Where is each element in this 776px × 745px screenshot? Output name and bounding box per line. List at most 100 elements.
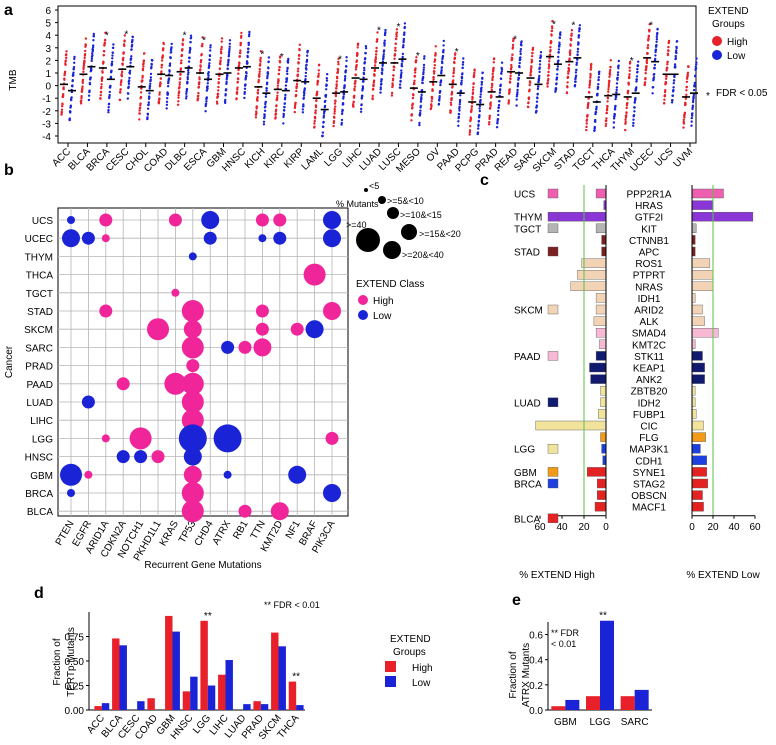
panel-a-point bbox=[529, 74, 532, 77]
panel-a-point bbox=[199, 65, 202, 68]
panel-a-point bbox=[314, 105, 318, 109]
panel-a-point bbox=[608, 70, 612, 74]
panel-a-point bbox=[245, 75, 248, 78]
panel-a-point bbox=[585, 122, 588, 125]
panel-a-point bbox=[364, 57, 367, 60]
panel-e-x-labels: GBM LGG SARC bbox=[554, 717, 649, 728]
panel-c-left-tick-label: 20 bbox=[578, 522, 590, 533]
panel-b-bubble-stad-tp53 bbox=[181, 300, 204, 322]
panel-a-point bbox=[685, 85, 688, 89]
panel-b-bubble-ucec-egfr bbox=[81, 231, 95, 245]
panel-d-legend-low-swatch bbox=[385, 676, 396, 687]
panel-a-point bbox=[360, 107, 363, 111]
panel-a-point bbox=[304, 71, 308, 75]
panel-a-point bbox=[395, 34, 398, 38]
panel-a-point bbox=[63, 70, 67, 74]
panel-a-point bbox=[665, 69, 668, 72]
panel-a-point bbox=[628, 69, 631, 72]
panel-c-left-bar-keap1 bbox=[589, 362, 607, 373]
panel-a-ytick-label: 5 bbox=[45, 19, 51, 30]
panel-a-point bbox=[672, 86, 675, 89]
panel-a-point bbox=[442, 51, 445, 54]
panel-a-point bbox=[179, 77, 182, 80]
panel-a-ytick-label: -4 bbox=[42, 132, 51, 143]
panel-a-point bbox=[487, 123, 491, 126]
panel-a-point bbox=[158, 91, 161, 94]
panel-a-point bbox=[529, 70, 533, 73]
panel-a-point bbox=[390, 91, 394, 95]
panel-a-point bbox=[147, 103, 150, 106]
panel-a-point bbox=[645, 61, 649, 65]
panel-b-bubble-lgg-atrx bbox=[213, 424, 242, 453]
panel-a-point bbox=[647, 37, 650, 40]
panel-b-bubble-hnsc-pkhd1l1 bbox=[151, 450, 165, 464]
panel-a-point bbox=[695, 63, 698, 66]
panel-c-right-tick-label: 40 bbox=[728, 522, 740, 533]
panel-a-point bbox=[100, 79, 104, 83]
panel-a-point bbox=[217, 85, 220, 89]
panel-a-point bbox=[237, 77, 240, 81]
panel-a-point bbox=[449, 103, 453, 107]
panel-a-point bbox=[353, 85, 357, 88]
panel-a-point bbox=[196, 97, 200, 100]
panel-a-point bbox=[588, 91, 591, 94]
panel-b-cancer-label: BLCA bbox=[27, 507, 53, 518]
panel-a-point bbox=[235, 91, 239, 94]
panel-a-point bbox=[301, 108, 304, 111]
panel-a-point bbox=[607, 90, 610, 93]
panel-a-point bbox=[682, 118, 685, 122]
panel-a-point bbox=[609, 59, 612, 62]
panel-a-point bbox=[235, 97, 238, 100]
panel-a-point bbox=[509, 74, 512, 78]
panel-c-cancer-label: STAD bbox=[514, 248, 540, 259]
panel-a-point bbox=[460, 77, 464, 80]
panel-a-point bbox=[643, 81, 647, 84]
panel-a-point bbox=[146, 116, 149, 120]
panel-a-point bbox=[293, 110, 296, 114]
panel-d-legend-title-1: EXTEND bbox=[390, 634, 431, 645]
panel-b-bubble-brca-pik3ca bbox=[323, 484, 341, 502]
panel-a-point bbox=[624, 116, 628, 119]
panel-a-point bbox=[546, 79, 550, 83]
panel-c-gene-label: KMT2C bbox=[632, 340, 666, 351]
panel-b-bubble-lgg-pik3ca bbox=[325, 431, 339, 445]
panel-a-point bbox=[295, 83, 299, 86]
panel-c-axes: 60 40 20 0 0 20 40 60 bbox=[534, 185, 761, 533]
panel-e-bar-sarc-low bbox=[634, 689, 649, 710]
panel-c-gene-label: ROS1 bbox=[635, 259, 663, 270]
panel-a-point bbox=[166, 97, 169, 100]
panel-c-xlabel-left: % EXTEND High bbox=[519, 570, 595, 581]
panel-a-point bbox=[655, 43, 658, 47]
panel-a-point bbox=[83, 53, 87, 56]
panel-a-point bbox=[606, 100, 609, 103]
panel-a-point bbox=[633, 101, 637, 104]
panel-a-point bbox=[608, 80, 611, 83]
panel-b-bubble-gbm-egfr bbox=[84, 470, 93, 479]
panel-d-legend: EXTEND Groups High Low bbox=[385, 634, 433, 689]
panel-a-point bbox=[60, 113, 63, 116]
panel-a-point bbox=[177, 100, 180, 103]
panel-a-point bbox=[382, 53, 385, 56]
panel-a-point bbox=[264, 102, 267, 106]
panel-a-point bbox=[109, 75, 113, 79]
panel-a-point bbox=[527, 96, 531, 99]
panel-a-point bbox=[457, 113, 461, 116]
panel-a-point bbox=[667, 49, 670, 53]
panel-a-point bbox=[614, 104, 617, 108]
panel-a-point bbox=[683, 111, 687, 115]
panel-a-point bbox=[256, 99, 259, 102]
panel-a-point bbox=[497, 106, 500, 109]
panel-a-point bbox=[608, 75, 611, 79]
panel-a-point bbox=[675, 46, 678, 50]
panel-a-point bbox=[99, 97, 102, 101]
panel-a-point bbox=[274, 112, 278, 116]
panel-a-point bbox=[306, 49, 309, 53]
panel-a-point bbox=[520, 40, 523, 43]
panel-a-point bbox=[393, 57, 396, 60]
panel-a-point bbox=[471, 96, 474, 99]
panel-a-point bbox=[162, 47, 165, 51]
panel-b-bubble-skcm-braf bbox=[305, 320, 324, 339]
panel-a-xtick-label: UCS bbox=[653, 146, 676, 169]
panel-a-point bbox=[516, 88, 519, 92]
panel-a-point bbox=[489, 101, 492, 104]
